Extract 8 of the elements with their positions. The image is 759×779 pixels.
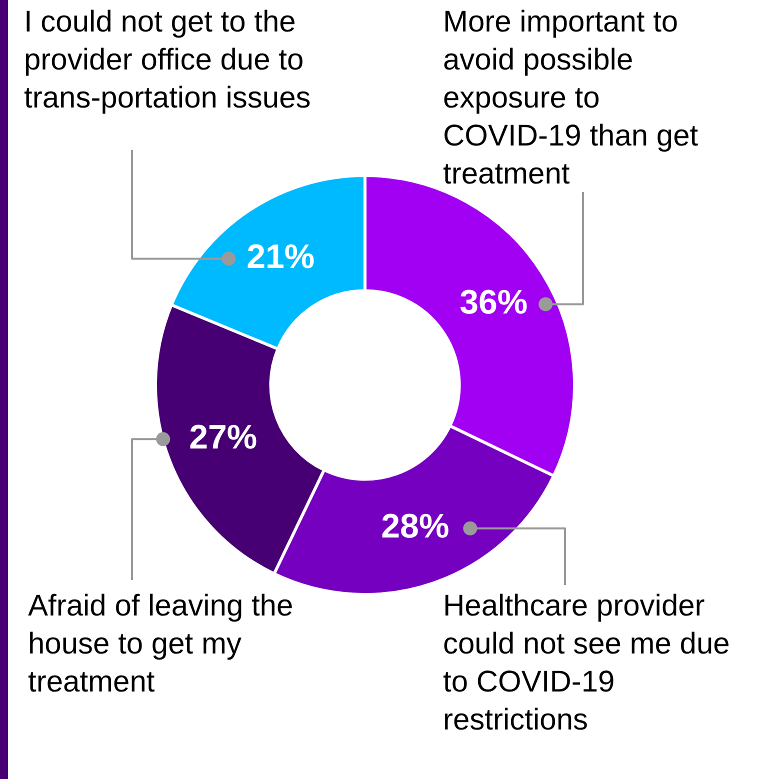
slice-label: Healthcare provider could not see me due to COVID-19 restrictions [443,589,730,736]
slice-label: Afraid of leaving the house to get my treatment [28,589,294,698]
data-label: 28% [381,508,450,546]
slice-label: I could not get to the provider office due to trans-portation issues [24,5,311,114]
slice-label: More important to avoid possible exposure to COVID-19 than get treatment [443,5,699,190]
data-label: 27% [189,418,258,457]
data-label: 36% [460,284,528,322]
data-label: 21% [246,238,315,276]
